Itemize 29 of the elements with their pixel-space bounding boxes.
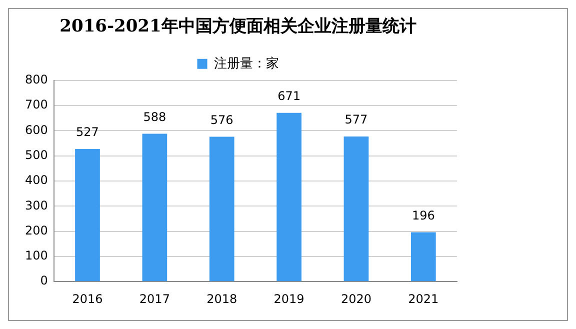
data-label: 671 xyxy=(278,88,300,103)
y-tick-label: 200 xyxy=(25,223,48,238)
y-tick-label: 400 xyxy=(25,173,48,188)
bar xyxy=(344,136,369,282)
bar xyxy=(75,149,100,282)
chart-title: 2016-2021年中国方便面相关企业注册量统计 xyxy=(60,16,416,37)
bar xyxy=(209,136,234,282)
bar xyxy=(142,134,168,282)
data-label: 196 xyxy=(412,208,435,222)
bar xyxy=(410,232,436,282)
y-tick-label: 600 xyxy=(25,122,48,137)
x-tick-label: 2021 xyxy=(408,292,439,306)
y-tick-label: 100 xyxy=(25,248,48,263)
x-tick-label: 2020 xyxy=(340,292,372,306)
data-label: 527 xyxy=(76,125,99,140)
x-tick-label: 2017 xyxy=(139,292,170,306)
y-tick-label: 800 xyxy=(25,72,48,87)
data-label: 588 xyxy=(143,110,166,124)
bar xyxy=(276,112,302,282)
data-label: 577 xyxy=(344,112,368,127)
y-tick-label: 700 xyxy=(25,98,48,112)
x-tick-label: 2016 xyxy=(72,292,103,306)
y-tick-label: 0 xyxy=(40,274,48,288)
x-tick-label: 2019 xyxy=(274,292,304,306)
y-tick-label: 500 xyxy=(25,148,48,162)
y-tick-label: 300 xyxy=(25,198,48,212)
legend-label: 注册量：家 xyxy=(214,55,279,72)
x-tick-label: 2018 xyxy=(206,292,238,306)
data-label: 576 xyxy=(210,112,234,127)
